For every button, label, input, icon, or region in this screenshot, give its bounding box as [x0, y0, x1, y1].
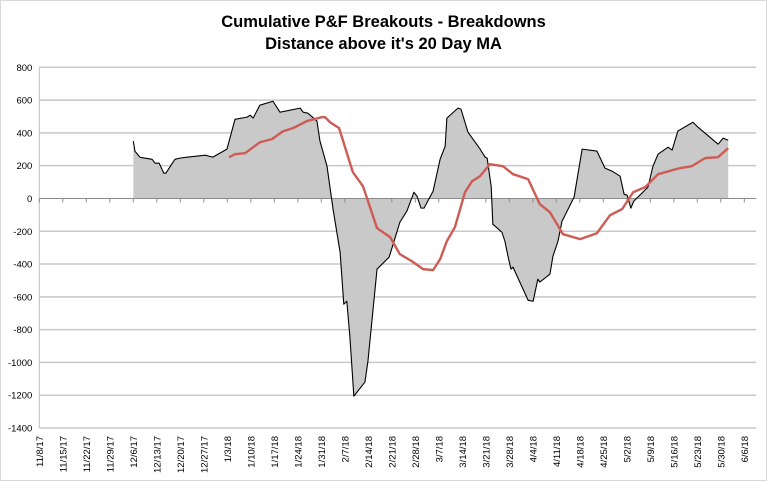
x-tick-label: 12/27/17 — [199, 436, 210, 473]
x-tick-label: 2/7/18 — [340, 436, 351, 462]
x-tick-label: 12/20/17 — [176, 436, 187, 473]
x-tick-label: 1/24/18 — [293, 436, 304, 468]
x-tick-label: 2/28/18 — [411, 436, 422, 468]
x-tick-label: 1/3/18 — [223, 436, 234, 462]
x-tick-label: 6/6/18 — [740, 436, 751, 462]
area-fill-series-0 — [133, 101, 729, 397]
x-tick-label: 11/8/17 — [35, 436, 46, 467]
y-tick-label: 200 — [16, 161, 32, 172]
x-tick-label: 11/22/17 — [82, 436, 93, 472]
x-tick-label: 1/10/18 — [246, 436, 257, 468]
y-tick-label: 0 — [27, 194, 32, 205]
y-tick-label: -1400 — [8, 424, 32, 435]
breakouts-line — [132, 100, 729, 397]
x-tick-label: 4/18/18 — [575, 436, 586, 468]
x-tick-label: 3/7/18 — [434, 436, 445, 462]
y-tick-label: -400 — [13, 260, 32, 271]
x-tick-label: 4/11/18 — [552, 436, 563, 467]
y-tick-label: -600 — [13, 292, 32, 303]
x-tick-label: 5/30/18 — [716, 436, 727, 468]
x-tick-label: 5/16/18 — [669, 436, 680, 468]
x-tick-label: 3/14/18 — [458, 436, 469, 468]
x-tick-label: 4/4/18 — [528, 436, 539, 462]
y-tick-label: -800 — [13, 325, 32, 336]
chart-title: Cumulative P&F Breakouts - Breakdowns — [221, 13, 546, 31]
x-tick-label: 3/21/18 — [481, 436, 492, 468]
x-tick-label: 11/29/17 — [105, 436, 116, 472]
chart-subtitle: Distance above it's 20 Day MA — [265, 35, 502, 53]
y-tick-label: 400 — [16, 128, 32, 139]
x-tick-label: 2/21/18 — [387, 436, 398, 468]
x-tick-label: 5/9/18 — [646, 436, 657, 462]
y-tick-label: -200 — [13, 227, 32, 238]
y-tick-label: -1200 — [8, 391, 32, 402]
x-tick-label: 1/31/18 — [317, 436, 328, 468]
x-tick-label: 12/13/17 — [152, 436, 163, 473]
x-tick-label: 4/25/18 — [599, 436, 610, 468]
x-tick-label: 1/17/18 — [270, 436, 281, 468]
x-tick-label: 5/23/18 — [693, 436, 704, 468]
x-tick-label: 11/15/17 — [58, 436, 69, 472]
x-tick-label: 12/6/17 — [129, 436, 140, 468]
x-tick-label: 5/2/18 — [622, 436, 633, 462]
x-tick-label: 2/14/18 — [364, 436, 375, 468]
y-tick-label: 800 — [16, 63, 32, 74]
y-tick-label: 600 — [16, 96, 32, 107]
x-tick-label: 3/28/18 — [505, 436, 516, 468]
y-tick-label: -1000 — [8, 358, 32, 369]
